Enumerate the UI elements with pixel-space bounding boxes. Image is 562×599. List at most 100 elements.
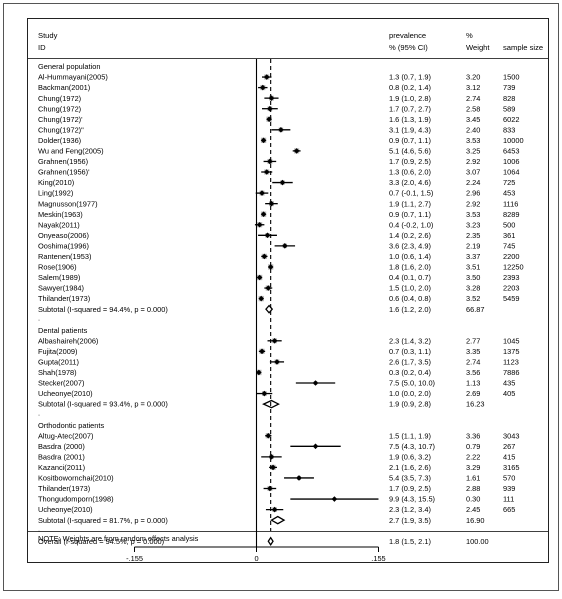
study-id: Ooshima(1996) [38,241,89,250]
study-id: Thilander(1973) [38,294,90,303]
study-sample-size: 435 [503,379,515,388]
study-id: Dolder(1936) [38,136,81,145]
study-weight: 2.19 [466,241,480,250]
study-sample-size: 361 [503,231,515,240]
point-estimate [268,454,275,460]
study-sample-size: 739 [503,83,515,92]
point-estimate [271,338,278,344]
study-weight: 3.20 [466,73,480,82]
study-effect-ci: 1.6 (1.3, 1.9) [389,115,431,124]
study-effect-ci: 0.9 (0.7, 1.1) [389,136,431,145]
study-weight: 2.35 [466,231,480,240]
point-estimate [258,295,265,302]
plot-border [27,18,549,563]
point-estimate [263,74,270,80]
group-label: Dental patients [38,326,88,335]
study-sample-size: 1006 [503,157,519,166]
study-id: Kazanci(2011) [38,463,85,472]
study-sample-size: 5459 [503,294,519,303]
study-id: Stecker(2007) [38,379,84,388]
study-weight: 3.45 [466,115,480,124]
study-sample-size: 111 [503,495,514,504]
header-effect: prevalence [389,31,426,40]
study-effect-ci: 0.6 (0.4, 0.8) [389,294,431,303]
study-weight: 3.07 [466,168,480,177]
header-id: ID [38,43,46,52]
study-weight: 3.53 [466,136,480,145]
study-effect-ci: 7.5 (5.0, 10.0) [389,379,435,388]
study-sample-size: 3043 [503,431,519,440]
study-effect-ci: 5.4 (3.5, 7.3) [389,474,431,483]
study-effect-ci: 9.9 (4.3, 15.5) [389,495,435,504]
study-weight: 2.77 [466,336,480,345]
study-id: Thongudomporn(1998) [38,495,114,504]
study-sample-size: 589 [503,104,515,113]
study-sample-size: 745 [503,241,515,250]
subtotal-diamond [270,515,286,525]
point-estimate [259,348,265,355]
point-estimate [282,243,288,249]
study-weight: 0.30 [466,495,480,504]
study-sample-size: 7886 [503,368,519,377]
study-effect-ci: 0.4 (-0.2, 1.0) [389,220,433,229]
point-estimate [265,432,272,439]
study-weight: 3.50 [466,273,480,282]
group-separator-dot: . [38,313,40,322]
x-tick-label: 0 [254,554,258,563]
study-id: Grahnen(1956)' [38,168,90,177]
study-weight: 1.61 [466,474,480,483]
header-effect-ci: % (95% CI) [389,43,428,52]
point-estimate [265,285,272,291]
study-sample-size: 500 [503,220,515,229]
study-effect-ci: 0.3 (0.2, 0.4) [389,368,431,377]
group-label: General population [38,62,100,71]
study-id: Thilander(1973) [38,484,90,493]
point-estimate [293,148,300,154]
point-estimate [261,390,268,397]
study-effect-ci: 2.3 (1.4, 3.2) [389,336,431,345]
point-estimate [267,158,273,165]
study-weight: 2.96 [466,189,480,198]
study-sample-size: 6453 [503,147,519,156]
study-id: Ling(1992) [38,189,73,198]
study-weight: 3.29 [466,463,480,472]
study-weight: 2.92 [466,199,480,208]
study-weight: 3.51 [466,263,480,272]
study-sample-size: 8289 [503,210,519,219]
study-sample-size: 2200 [503,252,519,261]
study-weight: 3.36 [466,431,480,440]
forest-rows: General population Al-Hummayani(2005) 1.3 … [38,59,524,547]
point-estimate [256,221,263,228]
study-id: Fujita(2009) [38,347,77,356]
study-id: Albashaireh(2006) [38,336,98,345]
subtotal-label: Subtotal (I-squared = 94.4%, p = 0.000) [38,305,168,314]
study-sample-size: 939 [503,484,515,493]
subtotal-weight: 66.87 [466,305,485,314]
study-weight: 2.24 [466,178,480,187]
study-sample-size: 1123 [503,358,519,367]
study-id: Ucheonye(2010) [38,505,93,514]
study-sample-size: 415 [503,452,515,461]
study-id: Wu and Feng(2005) [38,147,104,156]
group-separator-dot: . [38,408,40,417]
study-sample-size: 10000 [503,136,524,145]
point-estimate [274,359,280,365]
overall-separator-dot: . [38,524,40,533]
study-id: Meskin(1963) [38,210,83,219]
header-study: Study [38,31,58,40]
point-estimate [256,274,263,281]
study-sample-size: 1500 [503,73,519,82]
study-id: Chung(1972) [38,104,81,113]
study-effect-ci: 3.3 (2.0, 4.6) [389,178,431,187]
study-sample-size: 2393 [503,273,519,282]
study-id: Backman(2001) [38,83,90,92]
point-estimate [260,211,267,217]
subtotal-effect-ci: 2.7 (1.9, 3.5) [389,516,431,525]
study-sample-size: 833 [503,125,515,134]
study-weight: 3.56 [466,368,480,377]
study-sample-size: 1375 [503,347,519,356]
point-estimate [268,200,275,207]
study-sample-size: 405 [503,389,515,398]
study-weight: 2.40 [466,125,480,134]
study-id: Onyeaso(2006) [38,231,89,240]
